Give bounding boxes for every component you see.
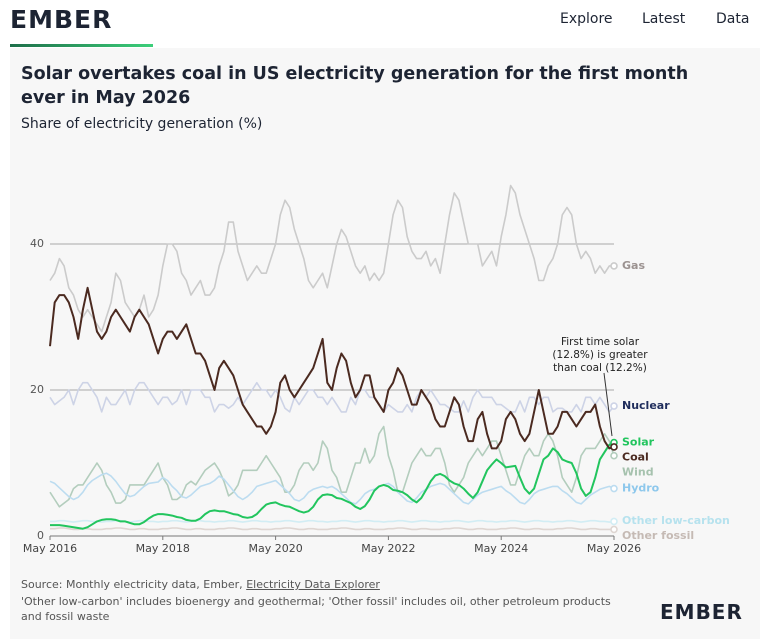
y-tick-label: 0: [37, 529, 44, 542]
x-tick-label: May 2016: [23, 542, 77, 555]
annotation: First time solar: [561, 336, 640, 348]
chart-title: Solar overtakes coal in US electricity g…: [21, 64, 689, 108]
series-line: [49, 472, 615, 505]
end-marker: [610, 517, 618, 526]
legend-label: Nuclear: [622, 399, 670, 412]
logo[interactable]: EMBER: [10, 5, 113, 34]
chart: 0 20 40 May 2016 May 2018 May 2020 May 2022 May…: [23, 184, 730, 555]
legend-label: Gas: [622, 259, 645, 272]
series-line: [49, 425, 615, 508]
end-marker: [610, 402, 618, 410]
logo-underline: [10, 44, 153, 47]
legend-label: Other low-carbon: [622, 514, 730, 527]
x-tick-label: May 2022: [361, 542, 415, 555]
x-tick-label: May 2018: [136, 542, 190, 555]
x-tick-label: May 2020: [248, 542, 302, 555]
legend-label: Coal: [622, 451, 649, 464]
series-line: [50, 519, 615, 523]
nav-link[interactable]: Latest: [642, 11, 686, 27]
footnote: 'Other low-carbon' includes bioenergy an…: [21, 595, 611, 623]
y-tick-label: 40: [30, 237, 44, 250]
legend-label: Solar: [622, 436, 655, 449]
end-marker: [610, 443, 618, 451]
series-line: [50, 527, 614, 531]
series-line: [50, 441, 615, 530]
legend-label: Other fossil: [622, 529, 694, 542]
footer-logo: EMBER: [660, 600, 743, 624]
end-marker: [610, 451, 618, 460]
y-tick-label: 20: [30, 383, 44, 396]
x-tick-label: May 2026: [587, 542, 641, 555]
legend-label: Wind: [622, 466, 654, 479]
chart-card: [10, 48, 760, 639]
nav-link[interactable]: Data: [716, 11, 750, 27]
nav-link[interactable]: Explore: [560, 11, 613, 27]
end-marker: [610, 525, 618, 534]
end-marker: [610, 262, 618, 270]
legend-label: Hydro: [622, 482, 660, 495]
source-link[interactable]: Electricity Data Explorer: [246, 578, 380, 591]
series-line: [49, 184, 614, 333]
end-marker: [610, 484, 618, 493]
annotation: (12.8%) is greater: [552, 349, 648, 361]
x-tick-label: May 2024: [474, 542, 528, 555]
annotation-leader: [603, 372, 613, 437]
source-text: Source: Monthly electricity data, Ember,: [21, 578, 247, 591]
annotation: than coal (12.2%): [553, 362, 647, 374]
series-line: [49, 286, 615, 450]
chart-subtitle: Share of electricity generation (%): [21, 116, 263, 132]
series-line: [49, 381, 615, 413]
source: Source: Monthly electricity data, Ember,…: [21, 578, 380, 591]
